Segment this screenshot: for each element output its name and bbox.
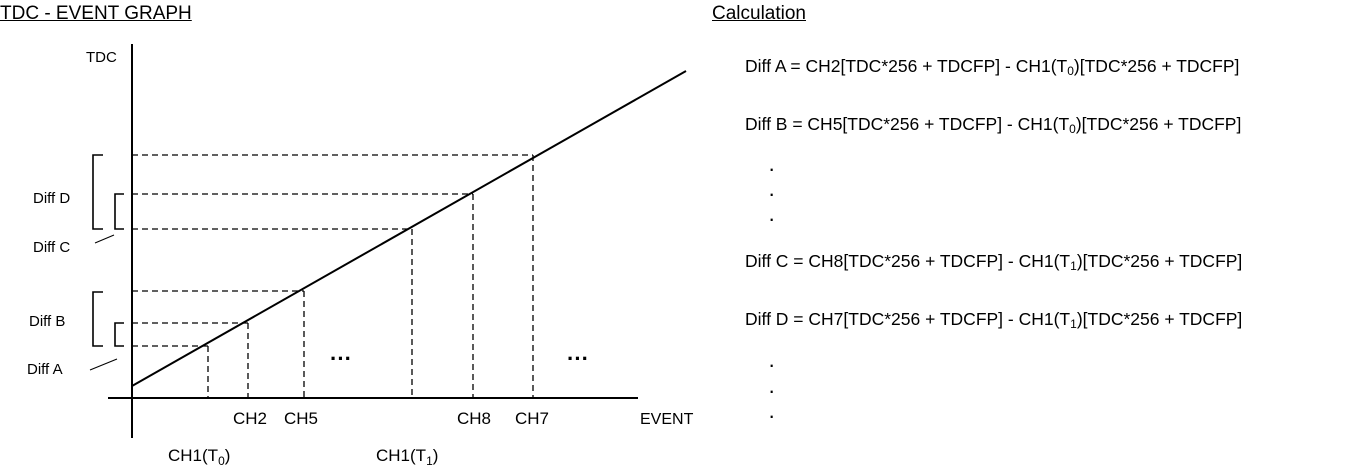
ch2-label: CH2: [233, 409, 267, 428]
y-axis-label: TDC: [86, 49, 117, 66]
ch1-t1-label: CH1(T1): [376, 446, 438, 468]
bracket-diff-b: [92, 291, 103, 347]
dashed-guides: [132, 154, 534, 398]
vdot: ·: [768, 403, 776, 428]
diff-d-label: Diff D: [33, 190, 70, 207]
diff-b-label: Diff B: [29, 313, 65, 330]
ellipsis-middle: ···: [330, 346, 352, 371]
ch5-label: CH5: [284, 409, 318, 428]
vdot: ·: [768, 181, 776, 206]
ellipsis-right: ···: [567, 346, 589, 371]
calculation-title: Calculation: [712, 3, 806, 24]
ch7-label: CH7: [515, 409, 549, 428]
bracket-diff-a: [114, 322, 124, 347]
vdot: ·: [768, 352, 776, 377]
formula-diff-b: Diff B = CH5[TDC*256 + TDCFP] - CH1(T0)[…: [745, 114, 1242, 136]
graph-title: TDC - EVENT GRAPH: [0, 3, 192, 24]
bracket-diff-c: [114, 193, 124, 230]
brackets: [89, 154, 124, 371]
pointer-diff-c: [94, 234, 115, 244]
ch8-label: CH8: [457, 409, 491, 428]
formula-diff-d: Diff D = CH7[TDC*256 + TDCFP] - CH1(T1)[…: [745, 309, 1243, 331]
ch1-t0-label: CH1(T0): [168, 446, 230, 468]
formula-diff-c: Diff C = CH8[TDC*256 + TDCFP] - CH1(T1)[…: [745, 251, 1243, 273]
pointer-diff-a: [89, 358, 118, 371]
diff-c-label: Diff C: [33, 239, 70, 256]
vdot: ·: [768, 156, 776, 181]
tdc-event-graph: TDC EVENT Diff D Diff C Diff B Diff A CH…: [27, 44, 694, 468]
vdot: ·: [768, 206, 776, 231]
diff-a-label: Diff A: [27, 361, 63, 378]
bracket-diff-d: [92, 154, 103, 230]
formula-diff-a: Diff A = CH2[TDC*256 + TDCFP] - CH1(T0)[…: [745, 56, 1240, 78]
event-line: [131, 70, 687, 387]
vdot: ·: [768, 378, 776, 403]
x-axis-label: EVENT: [640, 411, 694, 428]
